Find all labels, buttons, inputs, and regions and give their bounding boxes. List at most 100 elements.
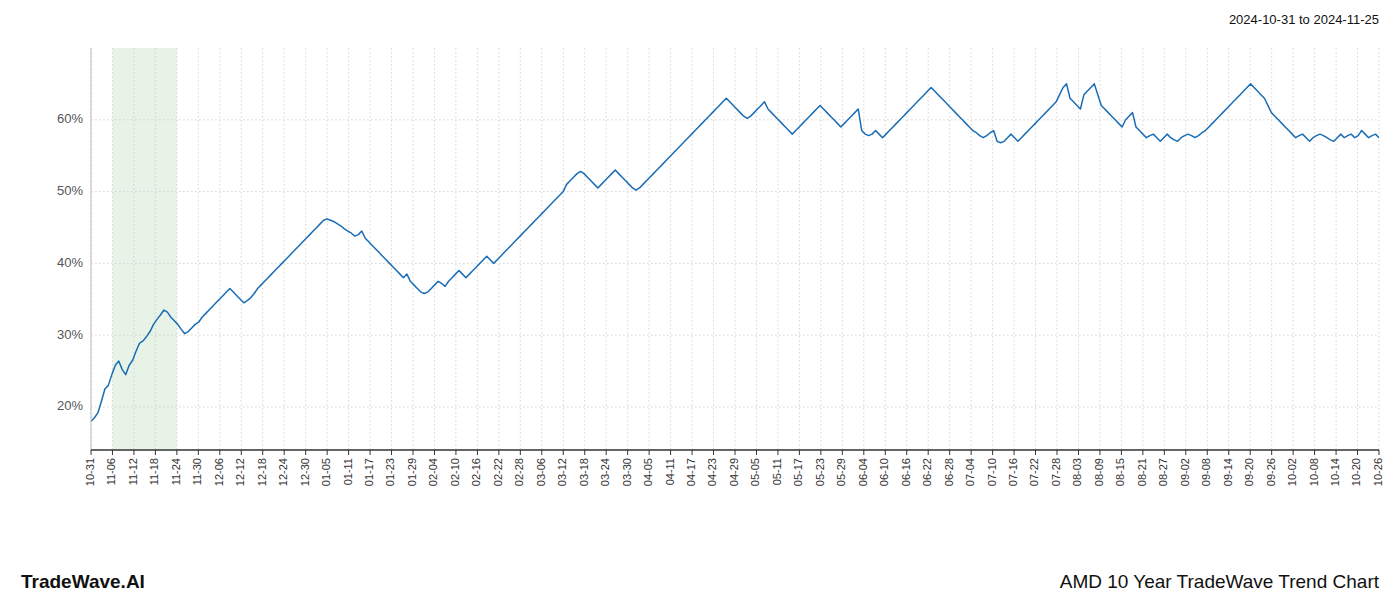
- x-tick-label: 03-18: [578, 458, 590, 486]
- x-grid-line: [863, 48, 864, 450]
- x-tick-label: 12-12: [234, 458, 246, 486]
- x-grid-line: [413, 48, 414, 450]
- x-tick: [1336, 450, 1337, 455]
- x-tick-label: 09-26: [1265, 458, 1277, 486]
- x-tick-label: 03-12: [556, 458, 568, 486]
- x-tick: [133, 450, 134, 455]
- x-tick: [198, 450, 199, 455]
- y-grid-line: [91, 119, 1379, 120]
- x-tick: [1057, 450, 1058, 455]
- x-tick-label: 06-04: [857, 458, 869, 486]
- x-tick-label: 09-14: [1222, 458, 1234, 486]
- x-tick: [799, 450, 800, 455]
- x-tick-label: 01-17: [363, 458, 375, 486]
- x-tick: [756, 450, 757, 455]
- x-tick-label: 01-05: [320, 458, 332, 486]
- x-grid-line: [1099, 48, 1100, 450]
- x-grid-line: [928, 48, 929, 450]
- x-tick: [820, 450, 821, 455]
- x-tick: [1014, 450, 1015, 455]
- x-tick-label: 11-30: [191, 458, 203, 485]
- x-grid-line: [584, 48, 585, 450]
- x-grid-line: [176, 48, 177, 450]
- x-tick-label: 10-26: [1372, 458, 1384, 486]
- page: {"chart_data": { "type": "line", "title"…: [0, 0, 1400, 600]
- x-tick-label: 07-22: [1028, 458, 1040, 486]
- x-grid-line: [1293, 48, 1294, 450]
- x-tick: [928, 450, 929, 455]
- y-grid-line: [91, 263, 1379, 264]
- x-tick: [777, 450, 778, 455]
- x-tick-label: 02-16: [470, 458, 482, 486]
- x-tick: [1293, 450, 1294, 455]
- x-grid-line: [305, 48, 306, 450]
- x-grid-line: [284, 48, 285, 450]
- x-grid-line: [885, 48, 886, 450]
- x-tick-label: 02-22: [492, 458, 504, 486]
- x-tick-label: 03-06: [535, 458, 547, 486]
- x-tick: [327, 450, 328, 455]
- x-grid-line: [820, 48, 821, 450]
- y-tick-label: 40%: [57, 255, 83, 270]
- x-tick: [606, 450, 607, 455]
- x-grid-line: [1057, 48, 1058, 450]
- x-tick-label: 08-21: [1136, 458, 1148, 486]
- x-tick-label: 10-20: [1350, 458, 1362, 486]
- x-tick: [1078, 450, 1079, 455]
- x-tick: [713, 450, 714, 455]
- x-tick: [1314, 450, 1315, 455]
- x-tick-label: 07-04: [964, 458, 976, 486]
- x-tick: [584, 450, 585, 455]
- x-tick: [477, 450, 478, 455]
- x-tick-label: 11-06: [105, 458, 117, 485]
- x-grid-line: [1228, 48, 1229, 450]
- highlight-band: [112, 48, 176, 450]
- x-tick: [262, 450, 263, 455]
- x-tick-label: 04-17: [685, 458, 697, 486]
- x-tick-label: 11-12: [127, 458, 139, 485]
- x-tick-label: 12-24: [277, 458, 289, 486]
- x-grid-line: [1379, 48, 1380, 450]
- x-tick-label: 06-28: [943, 458, 955, 486]
- x-tick: [1207, 450, 1208, 455]
- x-tick-label: 02-28: [513, 458, 525, 486]
- x-tick: [413, 450, 414, 455]
- x-tick-label: 08-03: [1071, 458, 1083, 486]
- y-tick-label: 60%: [57, 111, 83, 126]
- x-tick-label: 07-28: [1050, 458, 1062, 486]
- line-layer: [91, 84, 1379, 421]
- x-tick: [992, 450, 993, 455]
- x-tick-label: 10-31: [84, 458, 96, 486]
- x-grid-line: [348, 48, 349, 450]
- x-grid-line: [1142, 48, 1143, 450]
- chart: 10-3111-0611-1211-1811-2411-3012-0612-12…: [0, 0, 1400, 600]
- x-tick-label: 05-17: [792, 458, 804, 486]
- x-tick: [1164, 450, 1165, 455]
- x-tick-label: 12-18: [256, 458, 268, 486]
- x-tick: [520, 450, 521, 455]
- x-grid-line: [756, 48, 757, 450]
- title: AMD 10 Year TradeWave Trend Chart: [1060, 571, 1380, 592]
- x-tick-label: 11-24: [170, 458, 182, 485]
- x-tick: [971, 450, 972, 455]
- x-grid-line: [1207, 48, 1208, 450]
- x-tick: [906, 450, 907, 455]
- x-grid-line: [606, 48, 607, 450]
- x-tick: [627, 450, 628, 455]
- x-tick-label: 01-11: [342, 458, 354, 485]
- x-tick-label: 06-22: [921, 458, 933, 486]
- highlight-layer: [112, 48, 176, 450]
- x-grid-line: [692, 48, 693, 450]
- grid: [91, 48, 1379, 450]
- x-grid-line: [649, 48, 650, 450]
- x-tick: [241, 450, 242, 455]
- x-tick-label: 02-04: [427, 458, 439, 486]
- x-tick-label: 09-20: [1243, 458, 1255, 486]
- x-tick: [842, 450, 843, 455]
- x-grid-line: [906, 48, 907, 450]
- x-tick-label: 02-10: [449, 458, 461, 486]
- y-tick-label: 30%: [57, 327, 83, 342]
- x-tick: [305, 450, 306, 455]
- x-grid-line: [327, 48, 328, 450]
- x-grid-line: [627, 48, 628, 450]
